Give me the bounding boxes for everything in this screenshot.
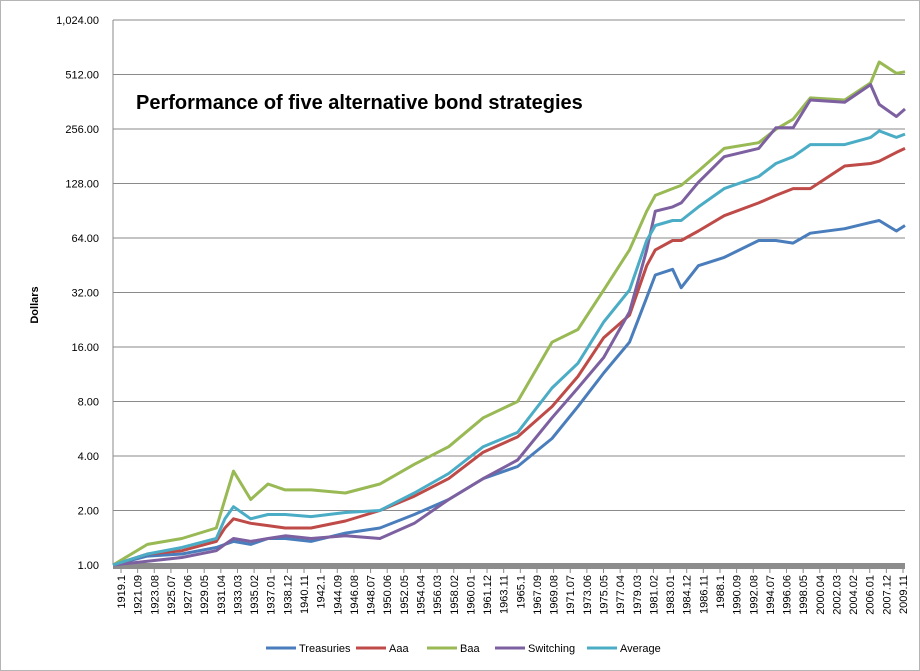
x-tick-label: 1988.1 (715, 575, 727, 609)
x-tick-label: 1921.09 (133, 575, 145, 615)
x-tick-label: 2000.04 (815, 575, 827, 615)
x-tick-label: 1937.01 (266, 575, 278, 615)
x-tick-label: 1986.11 (698, 575, 710, 614)
y-tick-label: 16.00 (71, 342, 99, 354)
x-tick-label: 2002.03 (831, 575, 843, 615)
legend-label: Switching (528, 643, 575, 655)
x-tick-label: 1961.12 (482, 575, 494, 615)
x-tick-label: 1933.03 (232, 575, 244, 615)
x-tick-label: 2006.01 (865, 575, 877, 615)
series-line-baa (112, 60, 906, 567)
x-tick-label: 1996.06 (782, 575, 794, 615)
x-tick-label: 2009.11 (898, 575, 910, 614)
x-tick-label: 1942.1 (316, 575, 328, 609)
y-tick-label: 512.00 (65, 70, 99, 82)
y-tick-label: 32.00 (71, 288, 99, 300)
x-tick-label: 1979.03 (632, 575, 644, 615)
legend-label: Aaa (389, 643, 409, 655)
x-tick-label: 1981.02 (648, 575, 660, 615)
y-tick-label: 2.00 (78, 506, 99, 518)
x-tick-label: 2007.12 (881, 575, 893, 615)
x-tick-label: 1984.12 (682, 575, 694, 615)
x-tick-label: 1948.07 (366, 575, 378, 615)
x-tick-label: 1992.08 (748, 575, 760, 615)
y-tick-label: 4.00 (78, 451, 99, 463)
x-tick-label: 1998.05 (798, 575, 810, 615)
x-tick-label: 1975.05 (599, 575, 611, 615)
x-tick-label: 1969.08 (549, 575, 561, 615)
x-tick-label: 1919.1 (116, 575, 128, 609)
x-tick-label: 1925.07 (166, 575, 178, 615)
x-tick-label: 1938.12 (282, 575, 294, 615)
x-tick-label: 2004.02 (848, 575, 860, 615)
y-tick-label: 1,024.00 (56, 15, 99, 27)
y-tick-label: 64.00 (71, 233, 99, 245)
series-line-switching (112, 83, 906, 567)
x-tick-label: 1929.05 (199, 575, 211, 615)
x-tick-label: 1940.11 (299, 575, 311, 614)
x-tick-label: 1965.1 (515, 575, 527, 609)
x-tick-label: 1967.09 (532, 575, 544, 615)
x-tick-label: 1983.01 (665, 575, 677, 615)
series-lines (112, 60, 906, 567)
series-line-average (112, 129, 906, 567)
x-tick-label: 1994.07 (765, 575, 777, 615)
x-tick-label: 1960.01 (465, 575, 477, 615)
x-tick-label: 1971.07 (565, 575, 577, 615)
y-axis: 1.00 2.00 4.00 8.00 16.00 32.00 64.00 128.00 256… (56, 15, 114, 572)
y-tick-label: 8.00 (78, 397, 99, 409)
legend-label: Average (620, 643, 661, 655)
x-tick-label: 1963.11 (499, 575, 511, 614)
x-tick-label: 1956.03 (432, 575, 444, 615)
x-tick-label: 1977.04 (615, 575, 627, 615)
y-tick-label: 1.00 (78, 560, 99, 572)
x-tick-label: 1990.09 (732, 575, 744, 615)
x-tick-label: 1952.05 (399, 575, 411, 615)
x-tick-label: 1950.06 (382, 575, 394, 615)
x-tick-label: 1931.04 (216, 575, 228, 615)
legend-label: Treasuries (299, 643, 351, 655)
series-line-treasuries (112, 219, 906, 567)
x-tick-label: 1958.02 (449, 575, 461, 615)
legend: Treasuries Aaa Baa Switching Average (266, 643, 661, 655)
x-tick-label: 1954.04 (415, 575, 427, 615)
gridlines (113, 19, 905, 566)
y-tick-label: 256.00 (65, 124, 99, 136)
chart-title: Performance of five alternative bond str… (136, 92, 583, 114)
x-tick-label: 1935.02 (249, 575, 261, 615)
x-tick-label: 1927.06 (183, 575, 195, 615)
x-tick-label: 1973.06 (582, 575, 594, 615)
x-tick-label: 1923.08 (149, 575, 161, 615)
x-axis-bar (113, 563, 905, 569)
y-axis-label: Dollars (29, 286, 41, 323)
x-axis: 1919.1 1921.09 1923.08 1925.07 1927.06 1929.0… (113, 563, 910, 615)
x-tick-label: 1944.09 (332, 575, 344, 615)
legend-label: Baa (460, 643, 480, 655)
y-tick-label: 128.00 (65, 179, 99, 191)
x-tick-label: 1946.08 (349, 575, 361, 615)
series-line-aaa (112, 147, 906, 567)
